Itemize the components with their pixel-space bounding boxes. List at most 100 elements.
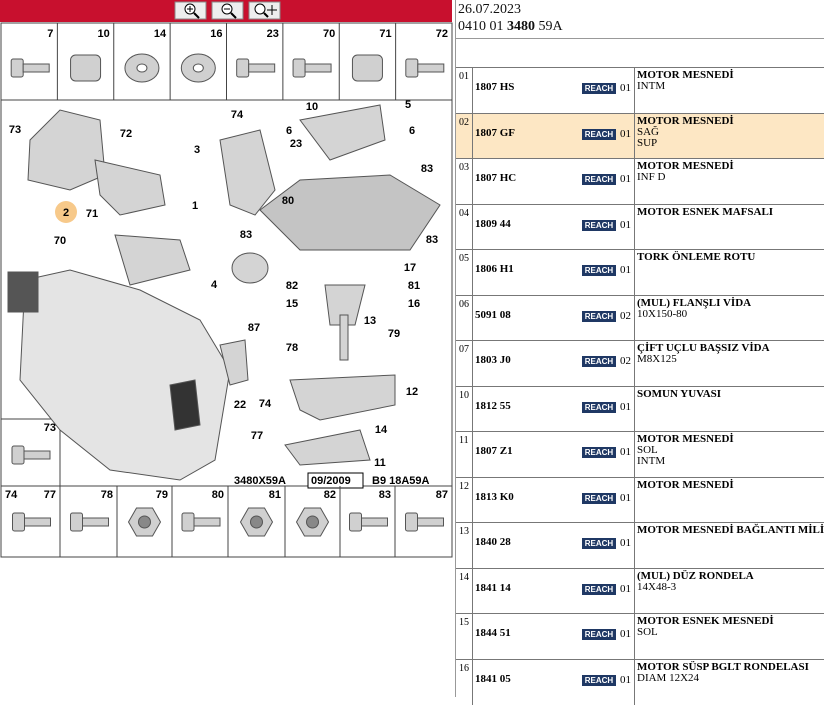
description-line: MOTOR MESNEDİ BAĞLANTI MİLİ xyxy=(637,524,824,536)
part-code: 1809 44 xyxy=(475,217,511,230)
description-line: TORK ÖNLEME ROTU xyxy=(637,251,756,263)
part-number: 78 xyxy=(101,489,113,501)
divider xyxy=(472,68,473,113)
part-number: 77 xyxy=(44,489,56,501)
callout-label: 87 xyxy=(248,322,260,334)
part-number: 10 xyxy=(98,28,110,40)
callout-label: 79 xyxy=(388,328,400,340)
reach-badge: REACH xyxy=(582,629,616,640)
pan-button[interactable] xyxy=(248,1,281,20)
reach-badge: REACH xyxy=(582,583,616,595)
part-row[interactable]: 05 1806 H1 REACH 01 TORK ÖNLEME ROTU xyxy=(456,249,824,295)
description: MOTOR SÜSP BGLT RONDELASI DIAM 12X24 xyxy=(637,661,809,684)
part-image xyxy=(138,515,151,529)
description-line: MOTOR MESNEDİ xyxy=(637,114,734,127)
part-row[interactable]: 10 1812 55 REACH 01 SOMUN YUVASI xyxy=(456,385,824,432)
description-line: MOTOR MESNEDİ xyxy=(637,478,734,491)
divider xyxy=(472,432,473,477)
divider xyxy=(634,568,635,614)
part-row[interactable]: 15 1844 51 REACH 01 MOTOR ESNEK MESNEDİ SOL xyxy=(456,613,824,659)
part-number: 81 xyxy=(269,489,281,501)
description-line: MOTOR MESNEDİ xyxy=(637,69,734,81)
callout-label: 15 xyxy=(286,298,298,310)
part-row[interactable]: 07 1803 J0 REACH 02 ÇİFT UÇLU BAŞSIZ VİDA M8X… xyxy=(456,340,824,386)
part-image xyxy=(405,58,419,78)
callout-label: 71 xyxy=(86,208,98,220)
part-code: 1840 28 xyxy=(475,536,511,548)
quantity: 01 xyxy=(620,673,631,686)
zoom-out-button[interactable] xyxy=(211,1,244,20)
description-line: SUP xyxy=(637,136,658,149)
part-row[interactable]: 14 1841 14 REACH 01 (MUL) DÜZ RONDELA 14X48-3 xyxy=(456,567,824,614)
reach-badge: REACH xyxy=(582,128,616,140)
part-row[interactable]: 04 1809 44 REACH 01 MOTOR ESNEK MAFSALI xyxy=(456,203,824,250)
description: (MUL) DÜZ RONDELA 14X48-3 xyxy=(637,570,754,593)
part-image xyxy=(192,63,204,73)
quantity: 01 xyxy=(620,127,631,140)
zoom-in-button[interactable] xyxy=(174,1,207,20)
description-line: 10X150-80 xyxy=(637,307,688,320)
part-row[interactable]: 11 1807 Z1 REACH 01 MOTOR MESNEDİ SOL INTM xyxy=(456,431,824,477)
description: ÇİFT UÇLU BAŞSIZ VİDA M8X125 xyxy=(637,343,770,365)
reach-badge: REACH xyxy=(582,674,616,686)
callout-label: 11 xyxy=(374,457,386,469)
description: MOTOR MESNEDİ SOL INTM xyxy=(637,434,734,467)
reach-badge: REACH xyxy=(582,401,616,413)
row-index: 07 xyxy=(459,344,469,355)
reach-badge: REACH xyxy=(582,174,616,185)
divider xyxy=(634,341,635,386)
callout-label: 81 xyxy=(408,280,420,292)
part-code: 1841 14 xyxy=(475,581,511,594)
part-row[interactable]: 06 5091 08 REACH 02 (MUL) FLANŞLI VİDA 10X150… xyxy=(456,294,824,341)
part-image xyxy=(304,63,332,73)
description: MOTOR MESNEDİ INTM xyxy=(637,70,734,92)
divider xyxy=(634,386,635,432)
quantity: 01 xyxy=(620,446,631,458)
description-line: INTM xyxy=(637,455,666,467)
engine-drawing xyxy=(7,104,441,481)
callout-label: 14 xyxy=(375,424,388,436)
part-image xyxy=(193,517,221,527)
highlight-circle xyxy=(55,201,77,223)
part-row[interactable]: 13 1840 28 REACH 01 MOTOR MESNEDİ BAĞLANTI M… xyxy=(456,522,824,568)
description-line: M8X125 xyxy=(637,353,677,365)
divider xyxy=(472,341,473,386)
description-line: SOL xyxy=(637,444,658,456)
reach-badge: REACH xyxy=(582,447,616,458)
callout-label: 3 xyxy=(194,144,200,156)
part-number: 73 xyxy=(44,422,56,434)
part-image xyxy=(248,63,276,73)
part-number: 80 xyxy=(212,489,224,501)
part-number: 79 xyxy=(156,489,168,501)
date: 26.07.2023 xyxy=(458,2,521,17)
parts-list-panel: 26.07.2023 0410 01 3480 59A 01 1807 HS REA… xyxy=(455,0,824,705)
description-line: INF D xyxy=(637,171,666,183)
part-image xyxy=(306,515,319,529)
reference: 0410 01 3480 59A xyxy=(458,19,563,35)
part-code: 1807 Z1 xyxy=(475,445,513,457)
callout-label: 5 xyxy=(405,99,411,111)
row-index: 02 xyxy=(459,116,469,128)
part-row[interactable]: 03 1807 HC REACH 01 MOTOR MESNEDİ INF D xyxy=(456,158,824,204)
callout-label: 2 xyxy=(63,207,69,219)
callout-label: 78 xyxy=(286,342,298,354)
part-row[interactable]: 12 1813 K0 REACH 01 MOTOR MESNEDİ xyxy=(456,476,824,523)
part-image xyxy=(361,517,388,527)
part-code: 1807 GF xyxy=(475,126,516,139)
diagram: 3480X59A 09/2009 B9 18A59A 7 10 14 16 23 70 71… xyxy=(0,0,453,558)
part-image xyxy=(12,512,25,532)
callout-label: 74 xyxy=(231,109,244,121)
description: MOTOR ESNEK MAFSALI xyxy=(637,206,773,218)
part-code: 1807 HS xyxy=(475,81,515,93)
quantity: 01 xyxy=(620,491,631,504)
part-image xyxy=(250,515,263,529)
part-image xyxy=(351,54,383,82)
part-image xyxy=(82,517,109,527)
callout-label: 16 xyxy=(408,298,420,310)
part-row[interactable]: 01 1807 HS REACH 01 MOTOR MESNEDİ INTM xyxy=(456,67,824,113)
divider xyxy=(472,614,473,659)
callout-label: 23 xyxy=(290,138,302,150)
part-number: 83 xyxy=(379,489,391,501)
part-row[interactable]: 02 1807 GF REACH 01 MOTOR MESNEDİ SAĞ SUP xyxy=(456,112,824,159)
part-row[interactable]: 16 1841 05 REACH 01 MOTOR SÜSP BGLT RONDELAS… xyxy=(456,658,824,705)
